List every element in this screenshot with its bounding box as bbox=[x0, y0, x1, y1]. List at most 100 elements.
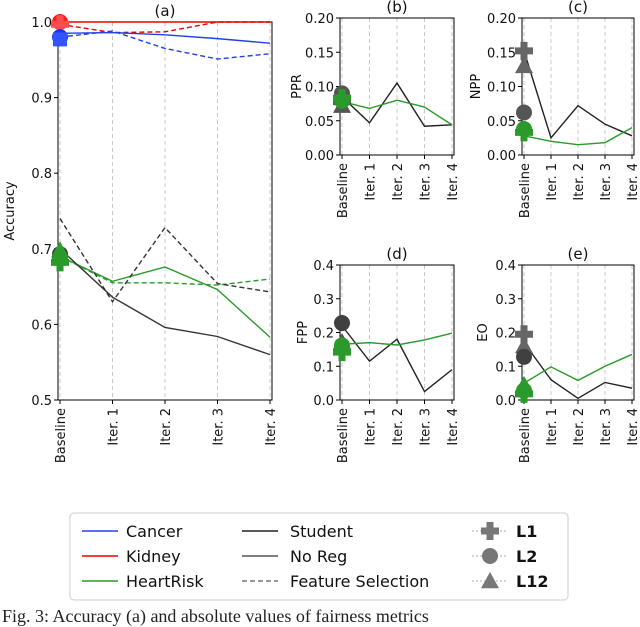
y-tick-label: 0.2 bbox=[313, 327, 334, 342]
series-line bbox=[59, 218, 271, 303]
series-line bbox=[341, 332, 453, 346]
data-marker-circle bbox=[334, 92, 350, 109]
legend-marker-circle bbox=[482, 548, 498, 564]
x-tick-label: Iter. 3 bbox=[599, 408, 614, 446]
y-axis-label: FPP bbox=[296, 321, 311, 344]
data-marker-circle bbox=[516, 120, 532, 137]
y-tick-label: 0.0 bbox=[313, 394, 334, 409]
legend-label: Student bbox=[290, 522, 353, 541]
axes-frame bbox=[521, 17, 635, 156]
series-line bbox=[523, 50, 633, 140]
chart-title: (e) bbox=[568, 245, 589, 263]
data-marker-plus bbox=[51, 253, 69, 272]
figure: 0.5 0.6 0.7 0.8 0.9 1.0 Baseline Iter. 1 Iter. 2… bbox=[3, 0, 640, 601]
chart-a: 0.5 0.6 0.7 0.8 0.9 1.0 Baseline Iter. 1 Iter. 2… bbox=[3, 2, 279, 463]
chart-b: 0.00 0.05 0.10 0.15 0.20 Baseline Iter. 1 Iter.… bbox=[290, 0, 461, 218]
legend-marker-triangle bbox=[481, 572, 499, 589]
y-tick-label: 0.4 bbox=[313, 259, 334, 274]
y-tick-label: 0.6 bbox=[31, 318, 52, 333]
series-line bbox=[341, 81, 453, 127]
x-tick-label: Iter. 1 bbox=[364, 408, 379, 446]
legend-label: No Reg bbox=[290, 547, 347, 566]
legend-label: L1 bbox=[516, 522, 537, 541]
y-tick-label: 0.10 bbox=[487, 81, 516, 96]
y-tick-label: 0.5 bbox=[31, 394, 52, 409]
y-axis-label: Accuracy bbox=[3, 181, 18, 241]
data-marker-circle bbox=[516, 348, 532, 365]
y-tick-label: 0.15 bbox=[487, 46, 516, 61]
series-line bbox=[59, 21, 270, 34]
series-line bbox=[341, 99, 453, 126]
x-tick-label: Iter. 4 bbox=[446, 408, 461, 446]
y-tick-label: 0.1 bbox=[495, 360, 516, 375]
data-marker-triangle bbox=[515, 337, 533, 354]
legend-label: Cancer bbox=[126, 522, 183, 541]
y-axis-label: PPR bbox=[290, 74, 305, 99]
legend-label: L2 bbox=[516, 547, 537, 566]
x-tick-label: Iter. 1 bbox=[107, 408, 122, 446]
data-marker-plus bbox=[51, 15, 69, 34]
y-tick-label: 0.20 bbox=[305, 12, 334, 27]
x-tick-label: Iter. 1 bbox=[545, 408, 560, 446]
y-tick-label: 0.05 bbox=[305, 115, 334, 130]
figure-caption: Fig. 3: Accuracy (a) and absolute values… bbox=[2, 606, 429, 626]
y-tick-label: 0.3 bbox=[313, 293, 334, 308]
chart-c: 0.00 0.05 0.10 0.15 0.20 Baseline Iter. 1 Iter.… bbox=[469, 0, 640, 218]
series-line bbox=[523, 353, 633, 384]
y-tick-label: 1.0 bbox=[31, 16, 52, 31]
x-tick-label: Baseline bbox=[54, 408, 69, 463]
x-tick-label: Iter. 4 bbox=[264, 408, 279, 446]
y-axis-label: NPP bbox=[469, 74, 484, 100]
axes-frame bbox=[339, 17, 455, 156]
chart-e: 0.0 0.1 0.2 0.3 0.4 Baseline Iter. 1 Iter. 2 Ite… bbox=[476, 245, 640, 463]
data-marker-square bbox=[53, 32, 67, 47]
data-marker-plus bbox=[515, 41, 533, 60]
y-axis-label: EO bbox=[476, 323, 491, 341]
data-marker-triangle bbox=[515, 56, 533, 74]
y-tick-label: 0.20 bbox=[487, 12, 516, 27]
y-tick-label: 0.3 bbox=[495, 293, 516, 308]
x-tick-label: Baseline bbox=[518, 408, 533, 463]
x-tick-label: Baseline bbox=[518, 163, 533, 218]
legend: Cancer Kidney HeartRisk Student No Reg Featur… bbox=[69, 512, 569, 601]
x-tick-label: Baseline bbox=[336, 163, 351, 218]
chart-d: 0.0 0.1 0.2 0.3 0.4 Baseline Iter. 1 Iter. 2 Ite… bbox=[296, 245, 461, 463]
x-tick-label: Baseline bbox=[336, 408, 351, 463]
data-marker-plus bbox=[515, 384, 533, 403]
x-tick-label: Iter. 2 bbox=[572, 163, 587, 201]
x-tick-label: Iter. 4 bbox=[626, 408, 640, 446]
series-line bbox=[341, 325, 453, 393]
legend-label: L12 bbox=[516, 572, 548, 591]
data-marker-circle bbox=[516, 104, 532, 121]
legend-label: Feature Selection bbox=[290, 572, 429, 591]
x-tick-label: Iter. 2 bbox=[391, 163, 406, 201]
chart-title: (a) bbox=[155, 2, 176, 20]
chart-title: (c) bbox=[568, 0, 588, 16]
legend-label: Kidney bbox=[126, 547, 181, 566]
data-marker-circle bbox=[334, 315, 350, 332]
x-tick-label: Iter. 2 bbox=[572, 408, 587, 446]
y-tick-label: 0.05 bbox=[487, 115, 516, 130]
legend-marker-plus bbox=[481, 522, 499, 540]
y-tick-label: 0.9 bbox=[31, 92, 52, 107]
y-tick-label: 0.1 bbox=[313, 360, 334, 375]
series-line bbox=[59, 248, 271, 356]
x-tick-label: Iter. 3 bbox=[419, 408, 434, 446]
legend-box bbox=[69, 512, 569, 601]
y-tick-label: 0.2 bbox=[495, 327, 516, 342]
chart-title: (d) bbox=[386, 245, 407, 263]
x-tick-label: Iter. 4 bbox=[446, 163, 461, 201]
x-tick-label: Iter. 4 bbox=[626, 163, 640, 201]
y-tick-label: 0.15 bbox=[305, 46, 334, 61]
data-marker-plus bbox=[515, 325, 533, 344]
x-tick-label: Iter. 1 bbox=[545, 163, 560, 201]
series-line bbox=[523, 126, 633, 146]
y-tick-label: 0.10 bbox=[305, 81, 334, 96]
x-tick-label: Iter. 3 bbox=[419, 163, 434, 201]
y-tick-label: 0.7 bbox=[31, 243, 52, 258]
x-tick-label: Iter. 3 bbox=[212, 408, 227, 446]
chart-title: (b) bbox=[386, 0, 407, 16]
y-tick-label: 0.8 bbox=[31, 167, 52, 182]
x-tick-label: Iter. 2 bbox=[159, 408, 174, 446]
y-tick-label: 0.00 bbox=[487, 149, 516, 164]
